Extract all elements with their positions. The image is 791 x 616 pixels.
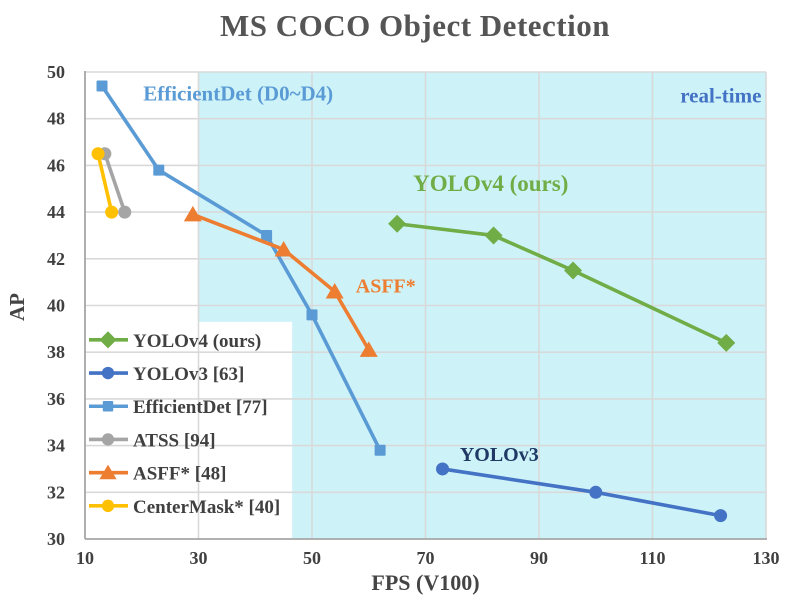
annotation-label: YOLOv4 (ours) [413,171,568,196]
data-point-square [261,229,273,241]
x-tick-label: 30 [190,548,208,568]
y-tick-label: 48 [47,109,65,129]
y-tick-label: 32 [47,482,65,502]
legend-item: ASFF* [48] [89,464,226,485]
x-tick-label: 130 [753,548,780,568]
chart-title: MS COCO Object Detection [220,8,610,43]
data-point-circle [118,205,132,219]
data-point-circle [91,147,105,161]
x-tick-label: 10 [76,548,94,568]
legend-item: YOLOv4 (ours) [89,331,261,352]
data-point-circle [589,485,603,499]
series-0 [388,214,736,352]
data-point-circle [101,433,115,446]
data-point-triangle [359,341,378,357]
legend-label: CenterMask* [40] [133,497,280,518]
y-tick-label: 34 [47,436,65,456]
series-line [103,151,127,214]
data-point-diamond [484,226,503,245]
x-tick-label: 50 [303,548,321,568]
y-tick-label: 30 [47,529,65,549]
data-point-diamond [99,331,117,349]
y-tick-label: 46 [47,155,65,175]
data-point-circle [101,499,115,513]
series-2 [96,80,386,456]
data-point-diamond [717,333,736,352]
x-tick-label: 110 [639,548,665,568]
legend-item: EfficientDet [77] [89,397,268,418]
legend-label: YOLOv3 [63] [133,364,244,385]
x-tick-label: 90 [530,548,548,568]
series-line [395,221,729,345]
series-line [96,151,114,214]
legend-backdrop [85,321,293,539]
legend-item: ATSS [94] [89,430,216,451]
legend-label: ATSS [94] [133,430,216,451]
data-point-circle [101,366,115,380]
data-point-square [102,401,114,412]
data-point-diamond [564,261,583,280]
legend-item: YOLOv3 [63] [89,364,244,385]
x-tick-label: 70 [417,548,435,568]
data-point-square [374,444,386,456]
series-1 [436,462,728,523]
data-point-triangle [325,282,344,299]
data-point-square [153,164,165,176]
annotation-label: YOLOv3 [460,444,539,466]
series-4 [183,205,378,357]
y-tick-label: 36 [47,389,65,409]
data-point-square [96,80,108,92]
gridlines [85,71,767,539]
legend-item: CenterMask* [40] [89,497,280,518]
tick-labels: 10 30 50 70 90 110 130 30 32 34 36 38 40 42 44 46 48 50 [47,62,780,568]
annotation-label: real-time [680,84,761,108]
data-point-square [306,309,318,321]
series-5 [91,147,119,219]
data-point-triangle [99,464,117,480]
y-tick-label: 38 [47,342,65,362]
x-axis-title: FPS (V100) [371,570,480,595]
data-point-circle [436,462,450,476]
legend-label: YOLOv4 (ours) [133,331,261,352]
annotation-label: EfficientDet (D0~D4) [143,81,333,105]
legend: YOLOv4 (ours) YOLOv3 [63] EfficientDet [77… [89,331,280,518]
y-tick-label: 44 [47,202,65,222]
series-line [191,212,371,352]
y-tick-label: 50 [47,62,65,82]
data-point-triangle [274,240,293,257]
data-point-circle [105,205,119,219]
data-point-circle [714,509,728,523]
legend-label: EfficientDet [77] [133,397,268,418]
legend-label: ASFF* [48] [133,464,226,485]
annotation-label: ASFF* [356,276,416,298]
data-point-triangle [183,205,202,222]
y-tick-label: 40 [47,296,65,316]
y-tick-label: 42 [47,249,65,269]
data-point-diamond [388,214,407,233]
